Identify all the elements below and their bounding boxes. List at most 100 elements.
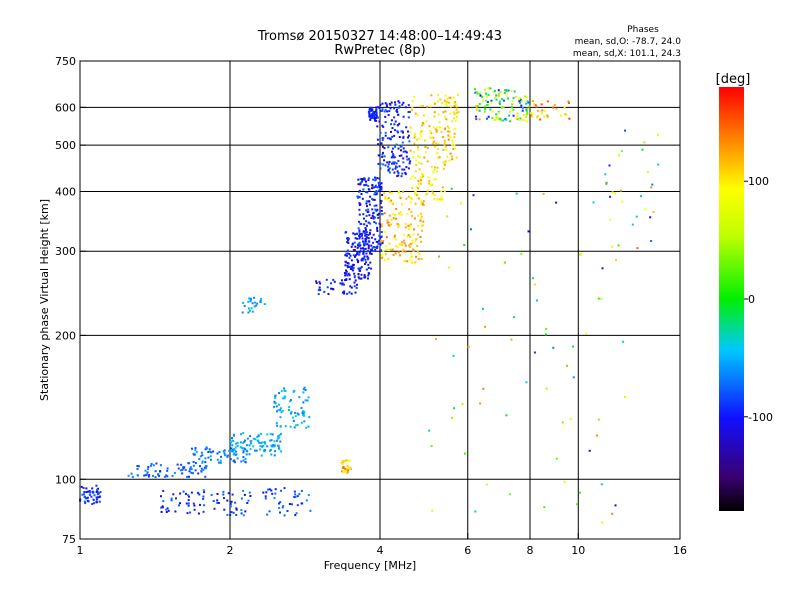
data-point: [512, 114, 515, 117]
data-point: [555, 201, 558, 204]
data-point: [296, 423, 299, 426]
data-point: [376, 240, 379, 243]
data-point: [358, 241, 361, 244]
data-point: [426, 189, 429, 192]
data-point: [383, 155, 386, 158]
data-point: [358, 277, 361, 280]
data-point: [448, 96, 451, 99]
data-point: [407, 167, 410, 170]
data-point: [447, 127, 450, 129]
data-point: [298, 493, 301, 496]
data-point: [368, 200, 371, 203]
data-point: [383, 147, 386, 150]
data-point: [437, 142, 440, 145]
data-point: [317, 289, 320, 292]
data-point: [405, 155, 408, 158]
data-point: [378, 182, 381, 185]
data-point: [540, 103, 543, 106]
data-point: [402, 147, 405, 150]
data-point: [382, 240, 385, 243]
data-point: [454, 119, 457, 122]
data-point: [525, 96, 528, 99]
data-point: [344, 254, 347, 257]
data-point: [394, 129, 396, 132]
data-point: [381, 109, 384, 112]
data-point: [388, 200, 391, 203]
data-point: [439, 98, 442, 101]
data-point: [220, 455, 223, 458]
data-point: [382, 151, 384, 154]
data-point: [255, 304, 258, 307]
data-point: [374, 208, 377, 211]
data-point: [381, 153, 384, 156]
data-point: [248, 453, 251, 456]
data-point: [249, 309, 251, 312]
data-point: [192, 502, 195, 505]
data-point: [378, 239, 381, 242]
data-point: [345, 252, 348, 255]
data-point: [240, 433, 242, 436]
data-point: [274, 492, 277, 495]
data-point: [387, 114, 390, 116]
data-point: [353, 285, 356, 288]
data-point: [229, 442, 232, 445]
data-point: [427, 182, 430, 185]
data-point: [136, 474, 139, 477]
data-point: [432, 126, 435, 129]
data-point: [457, 111, 460, 114]
data-point: [384, 253, 387, 256]
data-point: [91, 487, 94, 490]
data-point: [250, 307, 253, 310]
data-point: [419, 236, 422, 238]
data-point: [404, 222, 407, 225]
data-point: [368, 188, 371, 191]
data-point: [85, 487, 88, 490]
data-point: [210, 494, 213, 496]
data-point: [306, 399, 309, 402]
data-point: [228, 449, 231, 452]
data-point: [555, 457, 558, 460]
data-point: [416, 155, 419, 158]
data-point: [371, 112, 374, 115]
data-point: [286, 510, 289, 512]
data-point: [410, 198, 413, 201]
data-point: [364, 258, 367, 261]
data-point: [242, 450, 245, 452]
data-point: [158, 474, 161, 477]
data-point: [367, 257, 370, 259]
data-point: [165, 508, 168, 511]
data-point: [432, 140, 435, 143]
data-point: [424, 139, 426, 142]
data-point: [375, 110, 378, 113]
data-point: [408, 157, 411, 160]
data-point: [95, 501, 98, 504]
data-point: [422, 114, 425, 117]
data-point: [371, 250, 374, 252]
data-point: [519, 97, 522, 100]
data-point: [154, 470, 157, 473]
data-point: [279, 425, 282, 428]
data-point: [412, 248, 415, 251]
data-point: [486, 117, 488, 120]
data-point: [226, 499, 229, 502]
data-point: [362, 257, 365, 260]
data-point: [431, 509, 434, 512]
data-point: [411, 239, 414, 242]
data-point: [363, 255, 366, 258]
data-point: [380, 182, 383, 185]
data-point: [536, 115, 539, 117]
data-point: [379, 167, 382, 170]
data-point: [621, 200, 624, 203]
data-point: [396, 130, 399, 133]
data-point: [403, 242, 406, 245]
data-point: [364, 240, 367, 242]
data-point: [150, 462, 153, 465]
data-point: [416, 138, 418, 141]
data-point: [253, 305, 256, 308]
data-point: [417, 257, 420, 260]
data-point: [371, 184, 374, 187]
data-point: [150, 464, 152, 467]
data-point: [222, 493, 225, 496]
data-point: [381, 102, 384, 105]
data-point: [357, 260, 360, 262]
